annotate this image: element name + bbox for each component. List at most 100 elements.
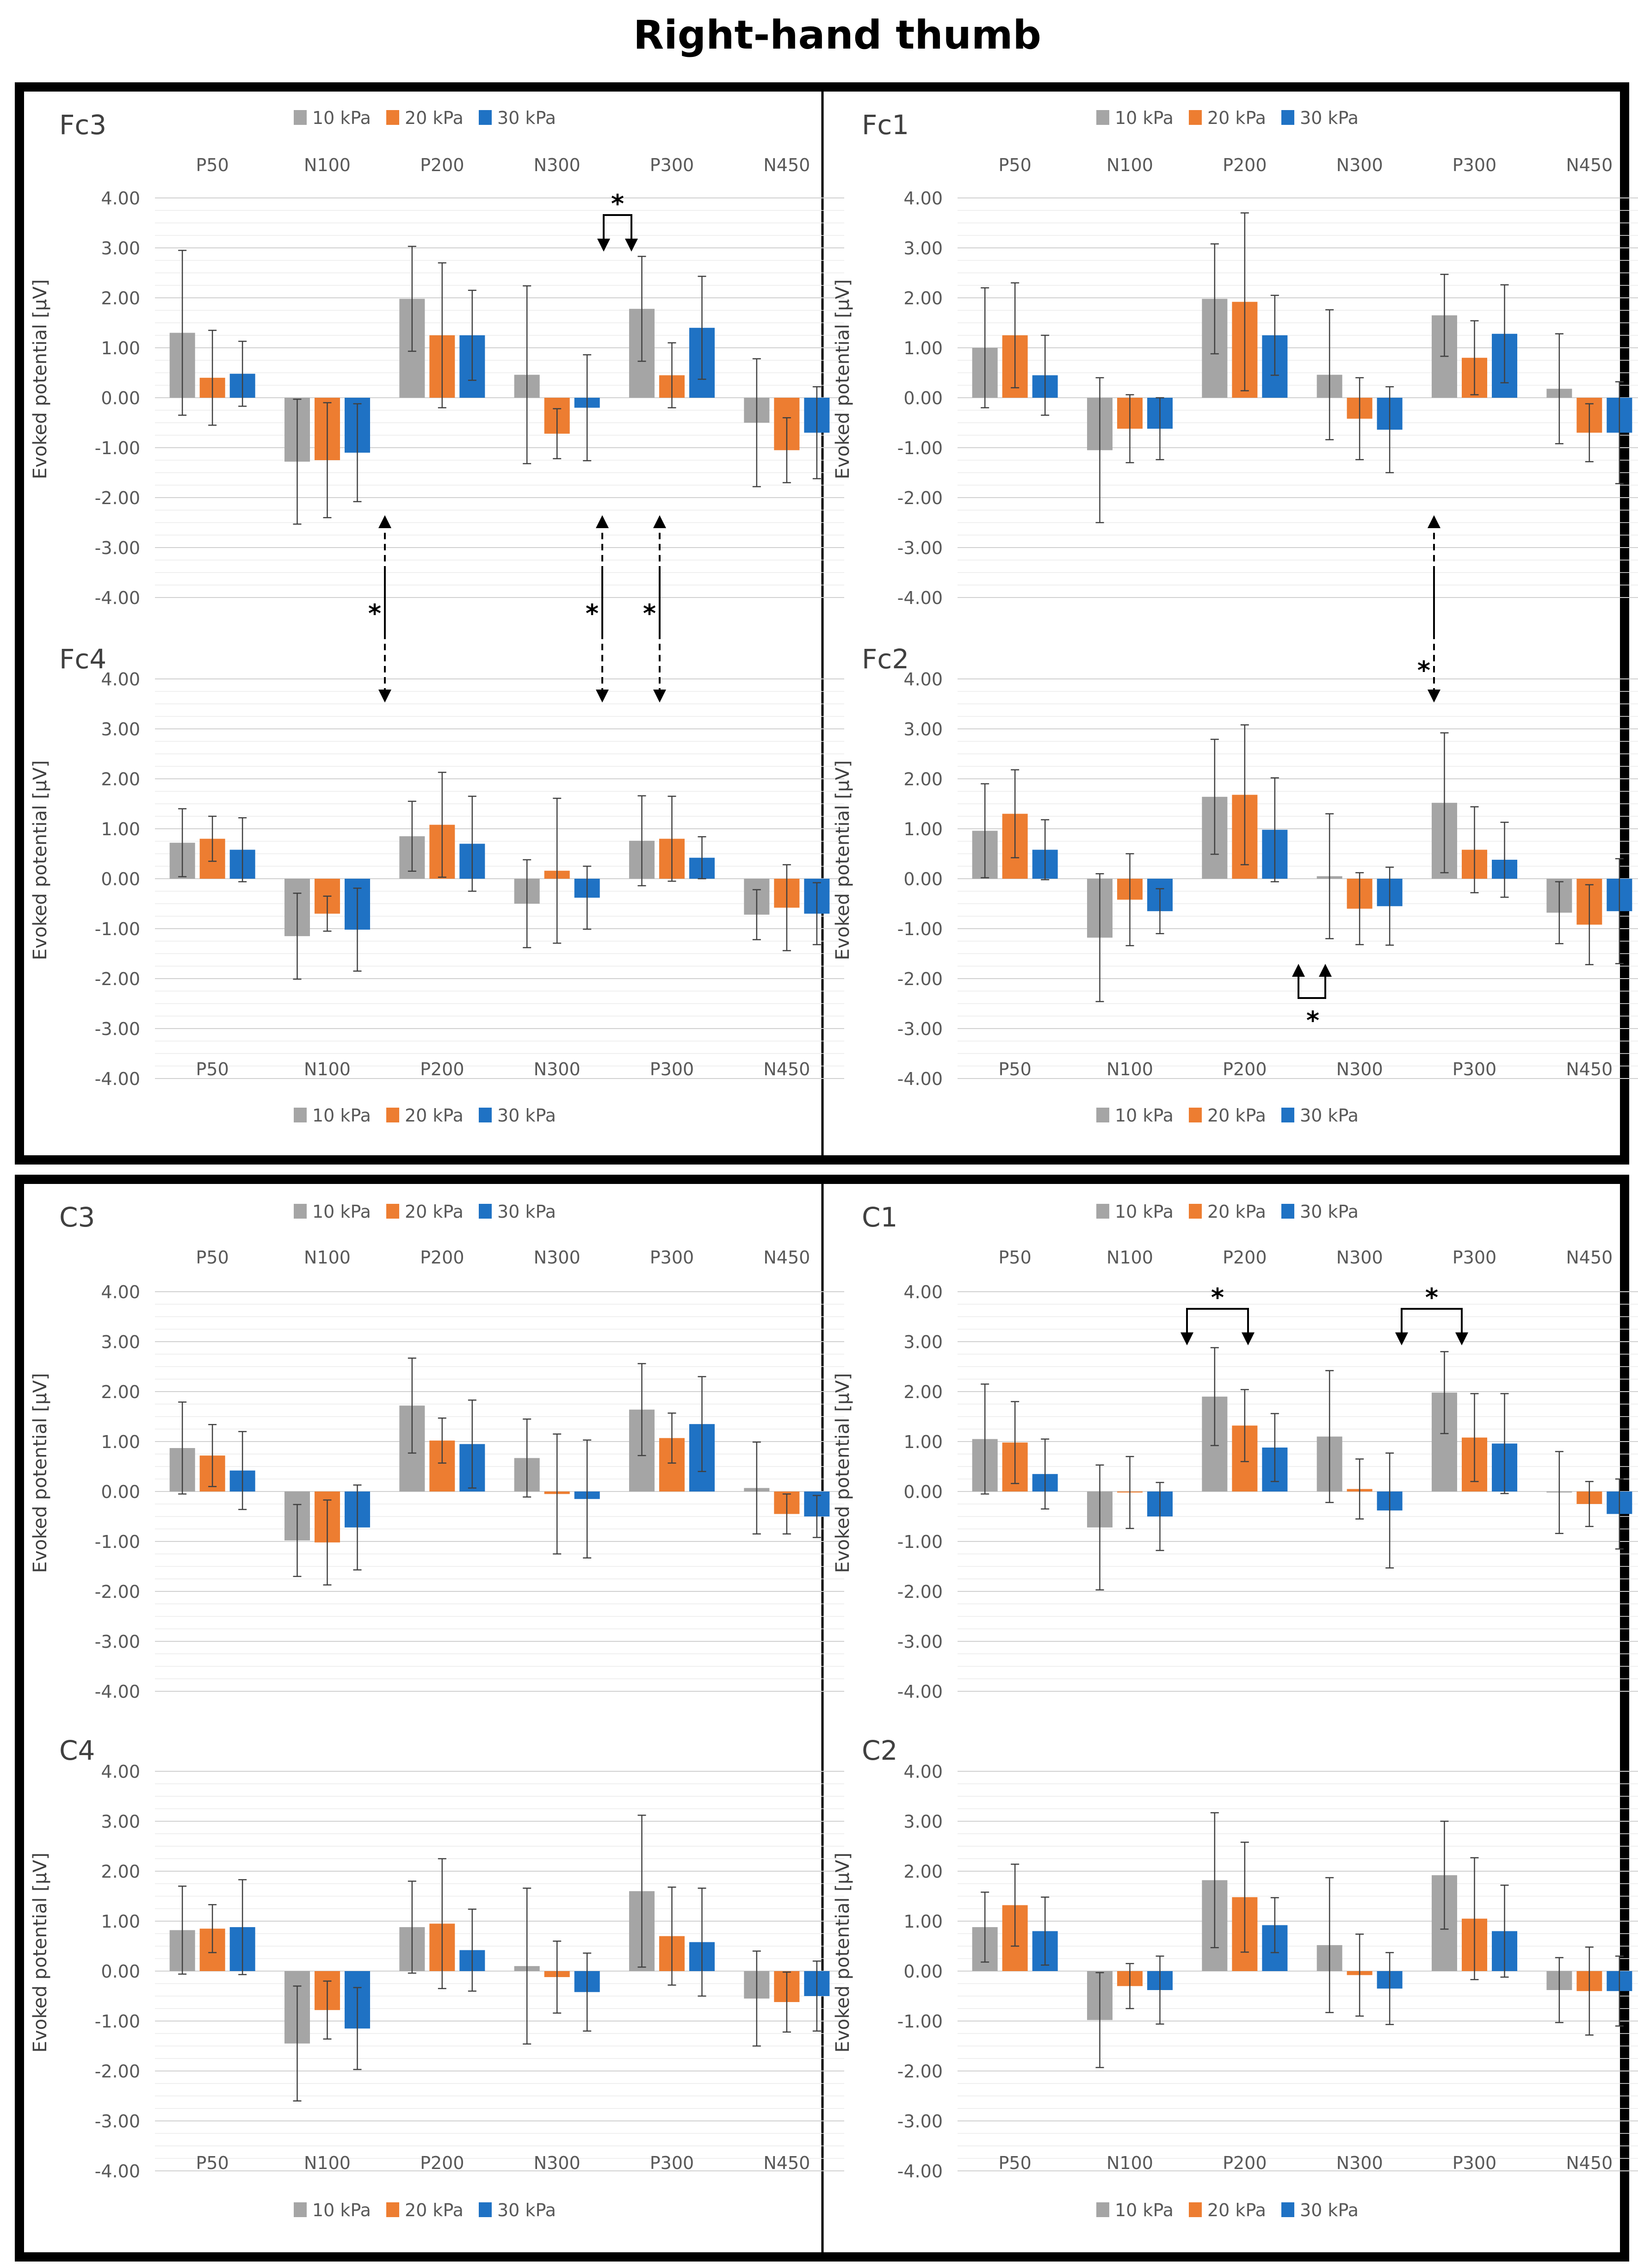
y-tick-label: -3.00 bbox=[95, 538, 140, 558]
category-label: N300 bbox=[534, 1247, 581, 1268]
legend-swatch-1 bbox=[1096, 1108, 1109, 1122]
category-label: N450 bbox=[763, 155, 810, 175]
y-tick-label: -4.00 bbox=[897, 1069, 943, 1089]
significance-annotations: * * * * * * * * bbox=[368, 189, 1468, 1345]
category-label: N100 bbox=[304, 2153, 351, 2173]
y-tick-label: -1.00 bbox=[897, 438, 943, 458]
y-tick-label: 0.00 bbox=[903, 1961, 943, 1982]
y-axis-label: Evoked potential [μV] bbox=[832, 760, 853, 961]
y-tick-label: -1.00 bbox=[95, 919, 140, 939]
chart-title: Fc1 bbox=[862, 109, 909, 141]
legend-swatch-2 bbox=[386, 1204, 399, 1219]
y-tick-label: -1.00 bbox=[897, 919, 943, 939]
y-tick-label: 3.00 bbox=[903, 1812, 943, 1832]
chart-c4: 4.00 3.00 2.00 1.00 0.00 -1.00 -2.00 -3.00 -4.00… bbox=[30, 1735, 844, 2220]
legend-swatch-3 bbox=[479, 110, 492, 125]
chart-title: C2 bbox=[862, 1735, 897, 1766]
y-tick-label: 2.00 bbox=[903, 769, 943, 789]
y-tick-label: 1.00 bbox=[101, 338, 140, 358]
y-tick-label: 3.00 bbox=[903, 719, 943, 740]
category-label: P300 bbox=[650, 1059, 694, 1079]
category-label: N450 bbox=[1566, 155, 1613, 175]
legend-swatch-2 bbox=[1189, 2202, 1202, 2217]
legend-label: 10 kPa bbox=[1115, 2200, 1174, 2220]
legend-label: 20 kPa bbox=[405, 2200, 464, 2220]
y-tick-label: -4.00 bbox=[897, 1682, 943, 1702]
y-tick-label: 1.00 bbox=[903, 819, 943, 839]
y-tick-label: 4.00 bbox=[101, 1282, 140, 1302]
legend-label: 20 kPa bbox=[1207, 1202, 1266, 1222]
category-label: P50 bbox=[999, 1247, 1032, 1268]
category-label: N100 bbox=[1106, 155, 1153, 175]
legend-label: 20 kPa bbox=[1207, 1105, 1266, 1126]
legend-label: 20 kPa bbox=[1207, 2200, 1266, 2220]
y-tick-label: -3.00 bbox=[95, 2111, 140, 2132]
legend-swatch-3 bbox=[479, 2202, 492, 2217]
bottom-panel-frame bbox=[15, 1175, 1629, 2262]
legend-swatch-3 bbox=[479, 1108, 492, 1122]
y-tick-label: 2.00 bbox=[903, 1861, 943, 1882]
legend-swatch-1 bbox=[294, 2202, 307, 2217]
category-label: P300 bbox=[650, 155, 694, 175]
significance-star: * bbox=[1425, 1283, 1438, 1312]
y-tick-label: -3.00 bbox=[95, 1019, 140, 1039]
y-tick-label: -2.00 bbox=[95, 1582, 140, 1602]
legend-swatch-1 bbox=[1096, 110, 1109, 125]
y-tick-label: 4.00 bbox=[903, 1282, 943, 1302]
y-tick-label: -1.00 bbox=[95, 438, 140, 458]
category-label: N300 bbox=[534, 155, 581, 175]
category-label: P200 bbox=[420, 1247, 464, 1268]
legend-label: 20 kPa bbox=[405, 108, 464, 128]
legend-label: 10 kPa bbox=[312, 2200, 371, 2220]
chart-title: Fc4 bbox=[59, 643, 106, 675]
legend-swatch-2 bbox=[386, 2202, 399, 2217]
y-tick-label: 1.00 bbox=[101, 819, 140, 839]
significance-bracket bbox=[1181, 1308, 1255, 1345]
category-label: P200 bbox=[1223, 2153, 1267, 2173]
chart-fc1: 4.00 3.00 2.00 1.00 0.00 -1.00 -2.00 -3.00 -4.00… bbox=[832, 108, 1638, 608]
category-label: N300 bbox=[534, 2153, 581, 2173]
y-tick-label: 0.00 bbox=[101, 388, 140, 408]
legend-swatch-1 bbox=[294, 1204, 307, 1219]
top-panel-frame bbox=[15, 82, 1629, 1165]
category-label: P50 bbox=[999, 2153, 1032, 2173]
y-tick-label: 3.00 bbox=[101, 238, 140, 259]
y-tick-label: 4.00 bbox=[101, 188, 140, 209]
y-tick-label: -4.00 bbox=[95, 1682, 140, 1702]
y-tick-label: -2.00 bbox=[897, 1582, 943, 1602]
y-tick-label: 4.00 bbox=[903, 669, 943, 690]
y-tick-label: -4.00 bbox=[897, 2161, 943, 2182]
y-tick-label: 4.00 bbox=[101, 1762, 140, 1782]
legend-swatch-2 bbox=[1189, 1108, 1202, 1122]
y-tick-label: -4.00 bbox=[95, 2161, 140, 2182]
legend-label: 30 kPa bbox=[497, 108, 556, 128]
y-tick-label: -1.00 bbox=[95, 1532, 140, 1552]
y-tick-label: -2.00 bbox=[95, 969, 140, 989]
significance-star: * bbox=[643, 599, 656, 628]
significance-star: * bbox=[611, 189, 624, 218]
y-tick-label: -2.00 bbox=[897, 969, 943, 989]
y-tick-label: 1.00 bbox=[101, 1911, 140, 1932]
category-label: P300 bbox=[650, 1247, 694, 1268]
category-label: P200 bbox=[420, 2153, 464, 2173]
legend-swatch-3 bbox=[1281, 110, 1294, 125]
legend-swatch-1 bbox=[1096, 1204, 1109, 1219]
legend-swatch-2 bbox=[386, 1108, 399, 1122]
significance-bracket bbox=[597, 214, 638, 252]
chart-fc3: 4.00 3.00 2.00 1.00 0.00 -1.00 -2.00 -3.00 -4.00… bbox=[30, 108, 844, 608]
legend-label: 10 kPa bbox=[1115, 108, 1174, 128]
chart-title: C3 bbox=[59, 1202, 95, 1233]
category-label: N300 bbox=[1336, 1059, 1383, 1079]
legend-swatch-2 bbox=[1189, 1204, 1202, 1219]
y-tick-label: 0.00 bbox=[101, 869, 140, 889]
category-label: N450 bbox=[763, 1247, 810, 1268]
significance-bracket bbox=[1395, 1308, 1468, 1345]
legend-label: 10 kPa bbox=[312, 1202, 371, 1222]
category-label: P300 bbox=[1453, 1247, 1496, 1268]
y-tick-label: 2.00 bbox=[101, 1382, 140, 1402]
category-label: P50 bbox=[196, 2153, 229, 2173]
legend-label: 20 kPa bbox=[405, 1105, 464, 1126]
y-tick-label: 4.00 bbox=[903, 188, 943, 209]
y-tick-label: -3.00 bbox=[897, 538, 943, 558]
